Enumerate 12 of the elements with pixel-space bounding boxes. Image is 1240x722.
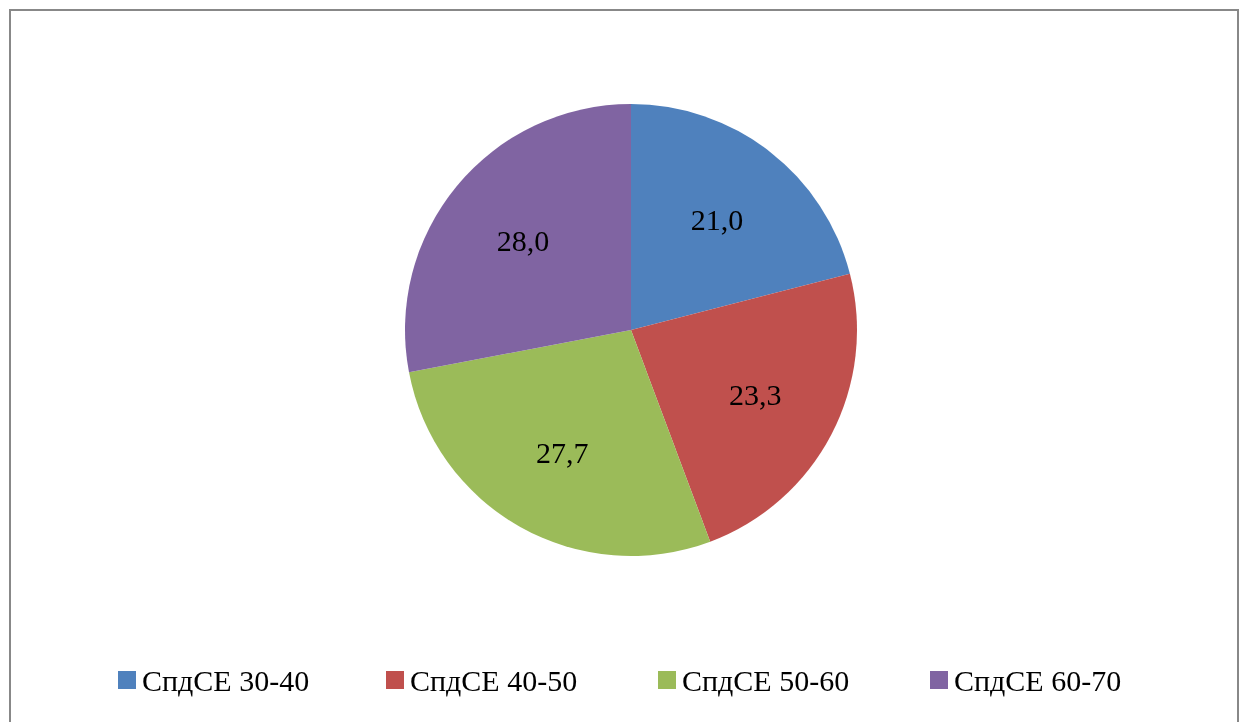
pie-slice xyxy=(409,330,711,556)
pie-slice xyxy=(405,104,631,373)
data-label: 28,0 xyxy=(496,224,550,258)
pie-slice xyxy=(631,273,857,542)
legend-label: СпдСЕ 60-70 xyxy=(954,663,1122,697)
data-label: 23,3 xyxy=(728,378,782,412)
legend-label: СпдСЕ 30-40 xyxy=(142,663,310,697)
pie-slice xyxy=(631,104,850,330)
data-label: 27,7 xyxy=(536,435,589,469)
legend-label: СпдСЕ 50-60 xyxy=(682,663,850,697)
legend-label: СпдСЕ 40-50 xyxy=(410,663,578,697)
data-label: 21,0 xyxy=(690,202,744,236)
